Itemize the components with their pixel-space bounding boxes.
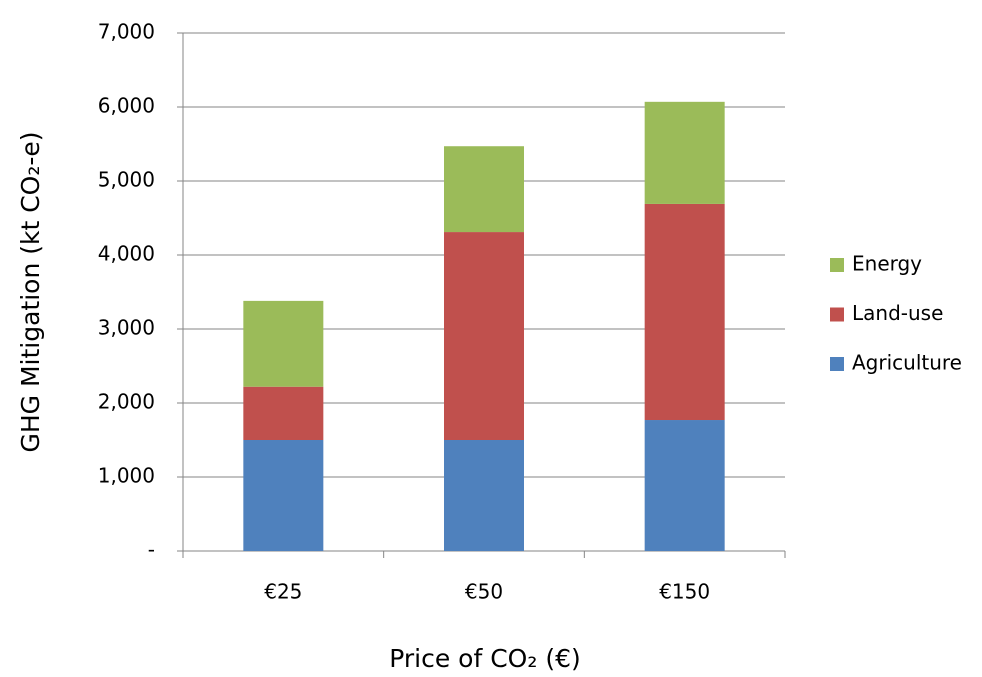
y-tick-label: 4,000 (98, 242, 155, 266)
y-tick-label: 1,000 (98, 464, 155, 488)
y-tick-label: 7,000 (98, 20, 155, 44)
y-tick-label: - (148, 538, 155, 562)
bar-segment (243, 440, 324, 551)
bar-segment (444, 440, 524, 551)
bar-segment (644, 203, 725, 421)
bar-segment (444, 232, 524, 440)
y-axis-title: GHG Mitigation (kt CO₂-e) (16, 131, 45, 452)
legend-swatch (830, 307, 844, 322)
legend-label: Energy (852, 252, 922, 276)
bar-segment (243, 300, 324, 387)
y-tick-label: 6,000 (98, 94, 155, 118)
legend-label: Agriculture (852, 351, 962, 375)
y-tick-label: 2,000 (98, 390, 155, 414)
legend-label: Land-use (852, 301, 943, 325)
y-tick-label: 3,000 (98, 316, 155, 340)
legend-swatch (830, 258, 844, 272)
bar-segment (644, 101, 725, 204)
bar-segment (644, 420, 725, 551)
x-tick-label: €50 (465, 580, 503, 604)
x-tick-label: €25 (264, 580, 302, 604)
y-tick-label: 5,000 (98, 168, 155, 192)
x-axis-title: Price of CO₂ (€) (389, 644, 581, 673)
bar-segment (444, 146, 524, 233)
legend-swatch (830, 357, 844, 371)
bar-segment (243, 386, 324, 440)
x-tick-label: €150 (659, 580, 710, 604)
